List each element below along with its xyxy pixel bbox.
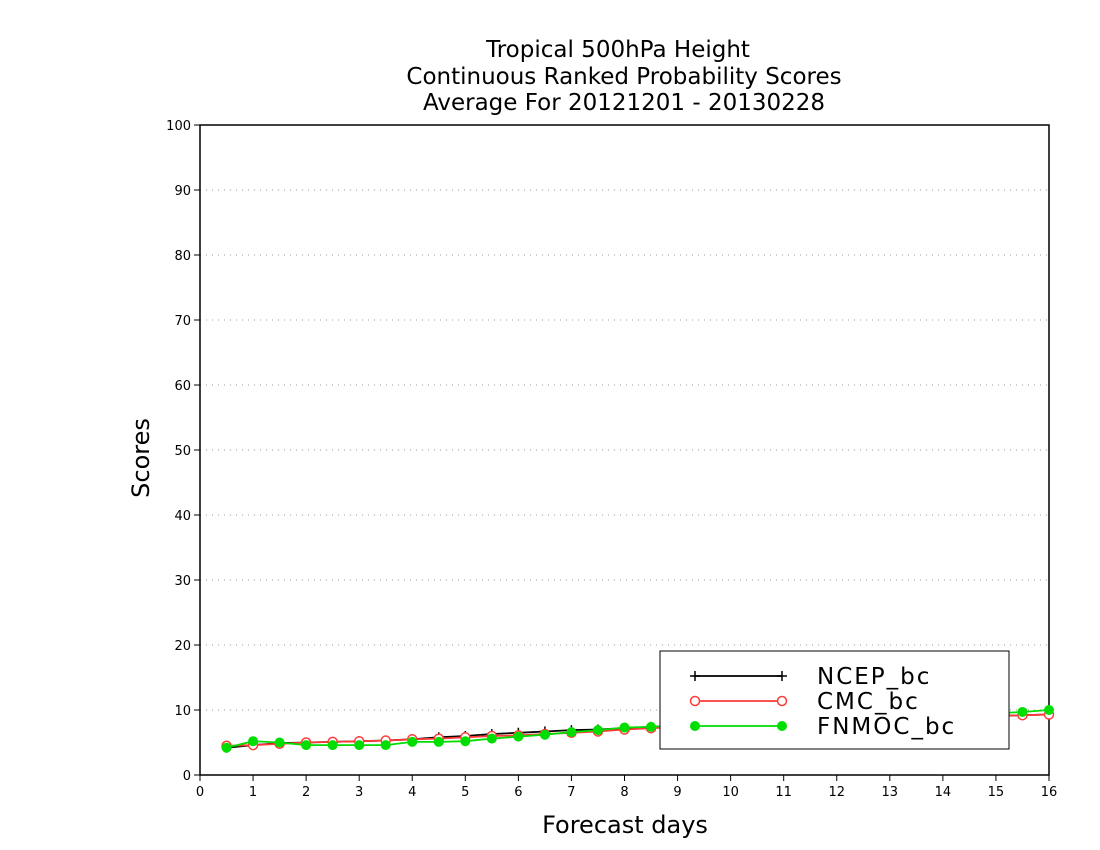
x-tick-label-11: 11 [775,785,792,800]
title-line-2: Continuous Ranked Probability Scores [406,64,841,90]
point-FNMOC_bc-10 [486,733,497,744]
legend-marker-start-CMC_bc [689,695,701,707]
point-FNMOC_bc-8 [433,736,444,747]
point-FNMOC_bc-1 [248,736,259,747]
x-tick-label-12: 12 [828,785,845,800]
point-FNMOC_bc-5 [354,740,365,751]
point-FNMOC_bc-3 [301,740,312,751]
point-FNMOC_bc-6 [380,740,391,751]
y-tick-label-80: 80 [174,249,191,264]
chart-title: Tropical 500hPa Height Continuous Ranked… [406,37,841,116]
y-axis-label: Scores [127,418,155,498]
x-tick-label-7: 7 [567,785,575,800]
y-tick-label-40: 40 [174,509,191,524]
x-tick-label-10: 10 [722,785,739,800]
legend-marker-end-CMC_bc [776,695,788,707]
point-FNMOC_bc-12 [539,729,550,740]
y-tick-label-70: 70 [174,314,191,329]
point-FNMOC_bc-2 [274,737,285,748]
y-axis-ticks: 0 10 20 30 40 50 60 70 80 90 100 [166,119,200,784]
y-tick-label-60: 60 [174,379,191,394]
x-tick-label-0: 0 [196,785,204,800]
title-line-3: Average For 20121201 - 20130228 [423,90,825,116]
x-tick-label-8: 8 [620,785,628,800]
x-tick-label-15: 15 [988,785,1005,800]
title-line-1: Tropical 500hPa Height [485,37,750,63]
y-tick-label-90: 90 [174,184,191,199]
legend-label-FNMOC_bc: FNMOC_bc [817,714,956,740]
legend-marker-end-NCEP_bc [777,671,787,681]
y-tick-label-30: 30 [174,574,191,589]
x-tick-label-1: 1 [249,785,257,800]
x-tick-label-6: 6 [514,785,522,800]
legend-marker-end-FNMOC_bc [777,721,787,731]
point-FNMOC_bc-0 [221,742,232,753]
x-tick-label-2: 2 [302,785,310,800]
point-FNMOC_bc-15 [619,722,630,733]
point-FNMOC_bc-13 [566,727,577,738]
y-tick-label-100: 100 [166,119,191,134]
y-tick-label-10: 10 [174,704,191,719]
x-tick-label-16: 16 [1041,785,1058,800]
point-FNMOC_bc-31 [1044,705,1054,715]
x-tick-label-5: 5 [461,785,469,800]
x-tick-label-3: 3 [355,785,363,800]
point-FNMOC_bc-4 [327,740,338,751]
x-tick-label-13: 13 [882,785,899,800]
point-FNMOC_bc-11 [513,731,524,742]
legend-box [659,650,1010,750]
legend-label-CMC_bc: CMC_bc [817,689,920,715]
x-tick-label-9: 9 [673,785,681,800]
x-axis-ticks: 0 1 2 3 4 5 6 7 8 9 10 11 12 13 14 15 16 [196,775,1057,800]
legend-label-NCEP_bc: NCEP_bc [817,664,931,690]
x-tick-label-4: 4 [408,785,416,800]
point-FNMOC_bc-30 [1017,706,1028,717]
point-FNMOC_bc-9 [460,736,471,747]
legend-marker-start-FNMOC_bc [690,721,700,731]
x-tick-label-14: 14 [935,785,952,800]
y-tick-label-0: 0 [183,769,191,784]
x-axis-label: Forecast days [542,811,708,839]
point-FNMOC_bc-16 [646,721,657,732]
y-tick-label-50: 50 [174,444,191,459]
y-tick-label-20: 20 [174,639,191,654]
gridlines [200,189,1049,711]
point-FNMOC_bc-14 [592,725,603,736]
point-FNMOC_bc-7 [407,736,418,747]
legend-marker-start-NCEP_bc [690,671,700,681]
